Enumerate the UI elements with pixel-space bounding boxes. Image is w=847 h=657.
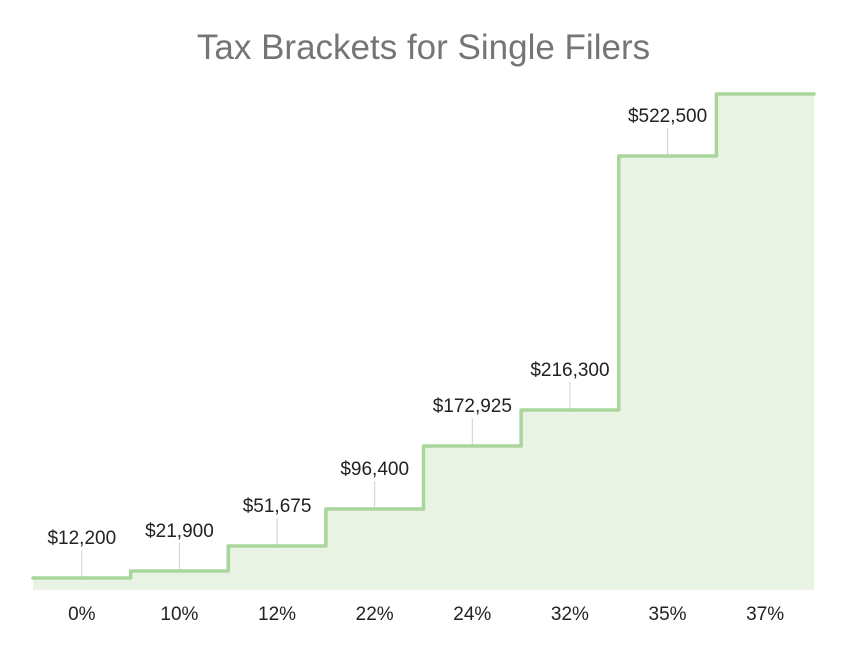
x-tick-label: 24% <box>453 604 491 625</box>
x-tick-label: 22% <box>356 604 394 625</box>
x-tick-label: 10% <box>160 604 198 625</box>
data-label: $522,500 <box>628 106 707 127</box>
chart-title: Tax Brackets for Single Filers <box>196 28 651 67</box>
data-label: $51,675 <box>243 496 312 517</box>
x-tick-label: 37% <box>746 604 784 625</box>
series-step-line <box>31 92 816 580</box>
x-tick-label: 12% <box>258 604 296 625</box>
x-tick-label: 32% <box>551 604 589 625</box>
x-tick-label: 35% <box>649 604 687 625</box>
data-label: $216,300 <box>530 360 609 381</box>
data-label: $12,200 <box>47 528 116 549</box>
data-label: $21,900 <box>145 521 214 542</box>
data-label: $172,925 <box>433 396 512 417</box>
x-tick-label: 0% <box>68 604 96 625</box>
area-fill <box>33 94 814 590</box>
data-label: $96,400 <box>340 459 409 480</box>
